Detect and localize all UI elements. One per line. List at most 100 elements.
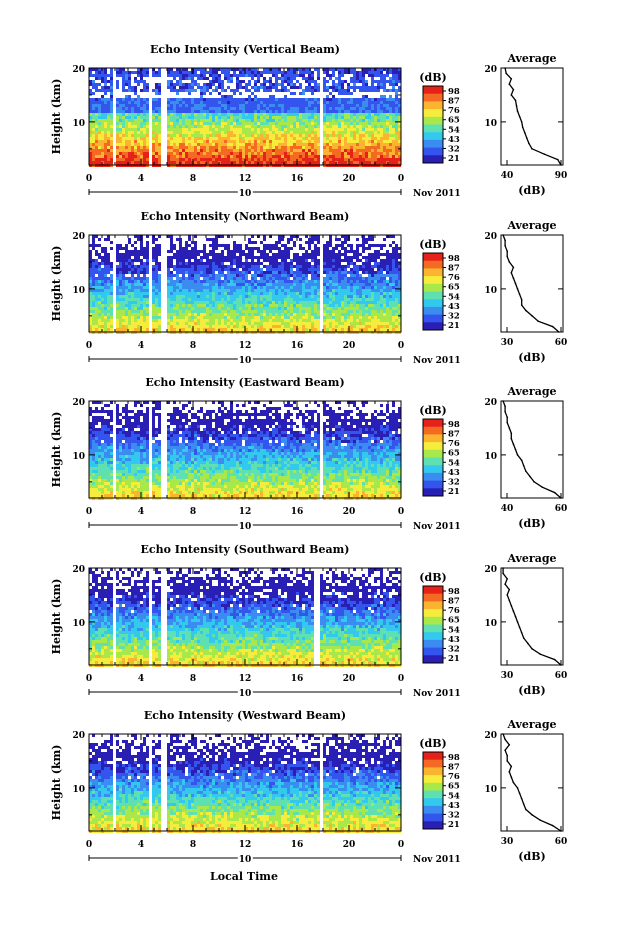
heatmap-cell	[290, 307, 293, 310]
heatmap-cell	[380, 116, 383, 119]
heatmap-cell	[167, 316, 170, 319]
heatmap-cell	[365, 155, 368, 158]
heatmap-cell	[197, 74, 200, 77]
heatmap-cell	[236, 280, 239, 283]
heatmap-cell	[386, 107, 389, 110]
heatmap-cell	[134, 161, 137, 164]
heatmap-cell	[176, 307, 179, 310]
heatmap-cell	[290, 110, 293, 113]
heatmap-cell	[107, 98, 110, 101]
heatmap-cell	[272, 244, 275, 247]
heatmap-cell	[278, 161, 281, 164]
heatmap-cell	[125, 146, 128, 149]
heatmap-cell	[311, 77, 314, 80]
heatmap-cell	[95, 286, 98, 289]
heatmap-cell	[230, 313, 233, 316]
heatmap-cell	[203, 149, 206, 152]
heatmap-cell	[98, 140, 101, 143]
heatmap-cell	[170, 313, 173, 316]
heatmap-cell	[194, 137, 197, 140]
heatmap-cell	[140, 277, 143, 280]
heatmap-cell	[344, 98, 347, 101]
heatmap-cell	[224, 101, 227, 104]
heatmap-cell	[296, 253, 299, 256]
heatmap-cell	[245, 259, 248, 262]
heatmap-cell	[212, 238, 215, 241]
heatmap-cell	[134, 110, 137, 113]
heatmap-cell	[377, 143, 380, 146]
heatmap-cell	[206, 104, 209, 107]
heatmap-cell	[278, 256, 281, 259]
heatmap-cell	[242, 301, 245, 304]
heatmap-cell	[332, 143, 335, 146]
heatmap-cell	[275, 259, 278, 262]
heatmap-cell	[290, 259, 293, 262]
heatmap-cell	[392, 152, 395, 155]
heatmap-cell	[305, 155, 308, 158]
heatmap-cell	[122, 328, 125, 331]
heatmap-cell	[368, 140, 371, 143]
heatmap-cell	[191, 74, 194, 77]
heatmap-cell	[302, 98, 305, 101]
heatmap-cell	[170, 298, 173, 301]
heatmap-cell	[329, 119, 332, 122]
heatmap-cell	[212, 307, 215, 310]
heatmap-cell	[197, 328, 200, 331]
heatmap-cell	[392, 89, 395, 92]
heatmap-cell	[272, 259, 275, 262]
heatmap-cell	[98, 116, 101, 119]
heatmap-cell	[332, 131, 335, 134]
heatmap-cell	[398, 101, 401, 104]
heatmap-cell	[227, 155, 230, 158]
heatmap-cell	[293, 155, 296, 158]
heatmap-cell	[290, 301, 293, 304]
heatmap-cell	[152, 74, 155, 77]
heatmap-cell	[251, 280, 254, 283]
heatmap-cell	[257, 268, 260, 271]
heatmap-cell	[155, 143, 158, 146]
heatmap-cell	[293, 137, 296, 140]
heatmap-cell	[218, 292, 221, 295]
heatmap-cell	[203, 253, 206, 256]
heatmap-cell	[275, 301, 278, 304]
heatmap-cell	[353, 131, 356, 134]
heatmap-cell	[236, 247, 239, 250]
heatmap-cell	[305, 107, 308, 110]
heatmap-cell	[260, 313, 263, 316]
heatmap-cell	[308, 143, 311, 146]
heatmap-cell	[152, 316, 155, 319]
profile-frame	[500, 67, 564, 166]
heatmap-cell	[224, 283, 227, 286]
heatmap-cell	[272, 68, 275, 71]
heatmap-cell	[131, 146, 134, 149]
heatmap-cell	[89, 83, 92, 86]
heatmap-cell	[194, 128, 197, 131]
heatmap-cell	[281, 301, 284, 304]
heatmap-cell	[218, 155, 221, 158]
heatmap-cell	[155, 250, 158, 253]
heatmap-cell	[209, 116, 212, 119]
heatmap-cell	[266, 289, 269, 292]
heatmap-cell	[101, 268, 104, 271]
heatmap-cell	[203, 110, 206, 113]
heatmap-cell	[107, 319, 110, 322]
heatmap-cell	[98, 77, 101, 80]
heatmap-cell	[239, 280, 242, 283]
heatmap-cell	[248, 325, 251, 328]
heatmap-cell	[89, 271, 92, 274]
x-tick-label: 20	[343, 174, 356, 184]
heatmap-cell	[374, 122, 377, 125]
heatmap-cell	[215, 161, 218, 164]
x-tick-label: 0	[398, 174, 404, 184]
heatmap-cell	[203, 313, 206, 316]
heatmap-cell	[287, 247, 290, 250]
heatmap-cell	[332, 155, 335, 158]
heatmap-cell	[134, 280, 137, 283]
heatmap-cell	[296, 80, 299, 83]
heatmap-cell	[173, 283, 176, 286]
heatmap-cell	[203, 77, 206, 80]
heatmap-cell	[95, 149, 98, 152]
heatmap-cell	[221, 283, 224, 286]
heatmap-cell	[92, 244, 95, 247]
heatmap-cell	[152, 146, 155, 149]
